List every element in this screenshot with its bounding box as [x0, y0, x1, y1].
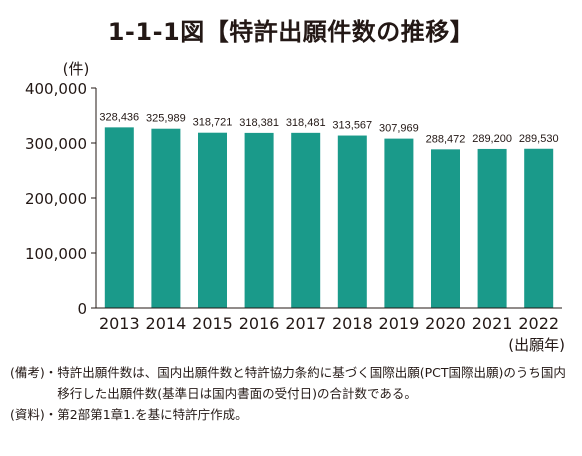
- remarks-label: (備考)・: [10, 365, 58, 380]
- x-axis-label: (出願年): [508, 336, 565, 354]
- bar-2014: [151, 128, 181, 308]
- value-label-2015: 318,721: [193, 117, 233, 129]
- x-tick-label-2019: 2019: [379, 314, 420, 333]
- value-label-2018: 313,567: [332, 120, 372, 132]
- value-label-2019: 307,969: [379, 123, 419, 135]
- y-tick-label: 100,000: [25, 245, 87, 263]
- value-label-2022: 289,530: [519, 133, 559, 145]
- value-labels: 328,436 325,989 318,721 318,381 318,481 313,5…: [99, 111, 558, 145]
- x-tick-label-2021: 2021: [472, 314, 513, 333]
- y-tick-label: 200,000: [25, 190, 87, 208]
- source-text: 第2部第1章1.を基に特許庁作成。: [57, 407, 248, 422]
- bar-2016: [244, 132, 274, 308]
- bars: [104, 127, 554, 308]
- value-label-2017: 318,481: [286, 117, 326, 129]
- x-tick-label-2016: 2016: [239, 314, 280, 333]
- x-tick-label-2015: 2015: [192, 314, 233, 333]
- bar-2015: [198, 132, 227, 308]
- chart-title: 1-1-1図【特許出願件数の推移】: [107, 18, 475, 46]
- x-tick-label-2013: 2013: [99, 314, 140, 333]
- bar-2018: [337, 135, 367, 308]
- remarks-text: 特許出願件数は、国内出願件数と特許協力条約に基づく国際出願(PCT国際出願)のう…: [57, 365, 566, 401]
- x-tick-label-2020: 2020: [425, 314, 466, 333]
- source-note: (資料)・ 第2部第1章1.を基に特許庁作成。: [10, 404, 576, 425]
- x-tick-label-2014: 2014: [146, 314, 187, 333]
- bar-2019: [384, 138, 414, 308]
- y-tick-label: 300,000: [25, 135, 87, 153]
- bar-2020: [431, 149, 460, 308]
- value-label-2021: 289,200: [472, 133, 512, 145]
- y-tick-label: 0: [77, 300, 87, 318]
- bar-2022: [524, 148, 554, 308]
- value-label-2013: 328,436: [99, 111, 139, 123]
- bar-2013: [104, 127, 134, 308]
- bar-chart: 0 100,000 200,000 300,000 400,000 328,436 325…: [25, 60, 565, 354]
- value-label-2020: 288,472: [426, 133, 466, 145]
- y-axis-label: (件): [63, 60, 90, 78]
- notes: (備考)・ 特許出願件数は、国内出願件数と特許協力条約に基づく国際出願(PCT国…: [10, 362, 576, 425]
- x-tick-label-2017: 2017: [285, 314, 326, 333]
- bar-2017: [291, 132, 321, 308]
- source-label: (資料)・: [10, 407, 58, 422]
- y-axis-ticks: 0 100,000 200,000 300,000 400,000: [25, 80, 96, 318]
- value-label-2014: 325,989: [146, 113, 186, 125]
- x-tick-label-2018: 2018: [332, 314, 373, 333]
- x-axis-ticks: 2013 2014 2015 2016 2017 2018 2019 2020 2021 2022: [99, 314, 559, 333]
- value-label-2016: 318,381: [239, 117, 279, 129]
- y-tick-label: 400,000: [25, 80, 87, 98]
- x-tick-label-2022: 2022: [518, 314, 559, 333]
- remarks-note: (備考)・ 特許出願件数は、国内出願件数と特許協力条約に基づく国際出願(PCT国…: [10, 362, 576, 404]
- bar-2021: [477, 148, 507, 308]
